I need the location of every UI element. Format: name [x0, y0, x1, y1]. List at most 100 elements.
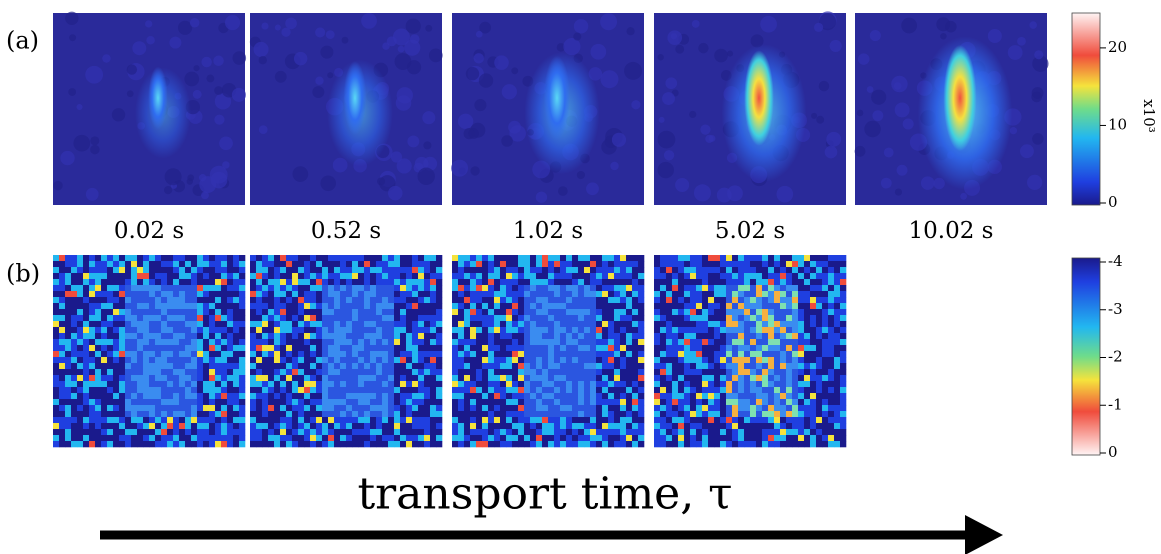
pixel: [536, 369, 543, 376]
pixel: [352, 285, 359, 292]
pixel: [256, 399, 263, 406]
pixel: [292, 255, 299, 262]
pixel: [77, 441, 84, 448]
noise: [857, 53, 870, 65]
pixel: [209, 369, 216, 376]
noise: [222, 161, 230, 169]
pixel: [274, 375, 281, 382]
noise: [813, 22, 824, 32]
pixel: [406, 303, 413, 310]
pixel: [554, 333, 561, 340]
pixel: [125, 327, 132, 334]
pixel: [382, 303, 389, 310]
pixel: [524, 393, 531, 400]
pixel: [750, 399, 757, 406]
pixel: [684, 369, 691, 376]
pixel: [614, 333, 621, 340]
pixel: [256, 363, 263, 370]
pixel: [131, 441, 138, 448]
pixel: [89, 267, 96, 274]
noise: [111, 108, 126, 122]
pixel: [250, 255, 257, 262]
pixel: [191, 411, 198, 418]
pixel: [678, 417, 685, 424]
pixel: [792, 345, 799, 352]
pixel: [512, 255, 519, 262]
pixel: [149, 417, 156, 424]
pixel: [524, 261, 531, 268]
pixel: [726, 327, 733, 334]
pixel: [672, 357, 679, 364]
pixel: [702, 399, 709, 406]
pixel: [107, 333, 114, 340]
noise: [891, 75, 908, 93]
pixel: [780, 255, 787, 262]
pixel: [215, 291, 222, 298]
pixel: [239, 285, 246, 292]
pixel: [185, 303, 192, 310]
pixel: [83, 429, 90, 436]
pixel: [173, 441, 180, 448]
pixel: [536, 297, 543, 304]
pixel: [424, 435, 431, 442]
pixel: [810, 333, 817, 340]
pixel: [596, 309, 603, 316]
pixel: [316, 363, 323, 370]
pixel: [780, 429, 787, 436]
pixel: [89, 285, 96, 292]
pixel: [626, 333, 633, 340]
pixel: [101, 297, 108, 304]
pixel: [239, 321, 246, 328]
pixel: [786, 405, 793, 412]
pixel: [578, 315, 585, 322]
pixel: [834, 381, 841, 388]
pixel: [666, 261, 673, 268]
noise: [611, 132, 627, 147]
pixel: [209, 321, 216, 328]
pixel: [822, 321, 829, 328]
pixel: [65, 345, 72, 352]
pixel: [310, 363, 317, 370]
pixel: [280, 315, 287, 322]
pixel: [412, 279, 419, 286]
pixel: [626, 369, 633, 376]
noise: [201, 56, 212, 68]
pixel: [768, 363, 775, 370]
pixel: [678, 369, 685, 376]
pixel: [620, 435, 627, 442]
pixel: [250, 339, 257, 346]
pixel: [816, 309, 823, 316]
pixel: [798, 429, 805, 436]
pixel: [684, 441, 691, 448]
noise: [85, 187, 99, 201]
pixel: [774, 441, 781, 448]
pixel: [412, 273, 419, 280]
pixel: [614, 279, 621, 286]
pixel: [536, 429, 543, 436]
noise: [73, 134, 91, 152]
pixel: [684, 285, 691, 292]
pixel: [494, 369, 501, 376]
pixel: [406, 309, 413, 316]
pixel: [494, 357, 501, 364]
pixel: [554, 381, 561, 388]
pixel: [548, 321, 555, 328]
pixel: [89, 429, 96, 436]
noise: [258, 56, 267, 65]
pixel: [690, 387, 697, 394]
pixel: [322, 423, 329, 430]
pixel: [424, 327, 431, 334]
pixel: [768, 285, 775, 292]
pixel: [59, 309, 66, 316]
pixel: [620, 285, 627, 292]
pixel: [614, 417, 621, 424]
pixel: [560, 267, 567, 274]
pixel: [506, 387, 513, 394]
pixel: [780, 333, 787, 340]
pixel: [654, 411, 661, 418]
pixel: [310, 315, 317, 322]
pixel: [430, 441, 437, 448]
pixel: [560, 261, 567, 268]
pixel: [828, 345, 835, 352]
pixel: [418, 315, 425, 322]
